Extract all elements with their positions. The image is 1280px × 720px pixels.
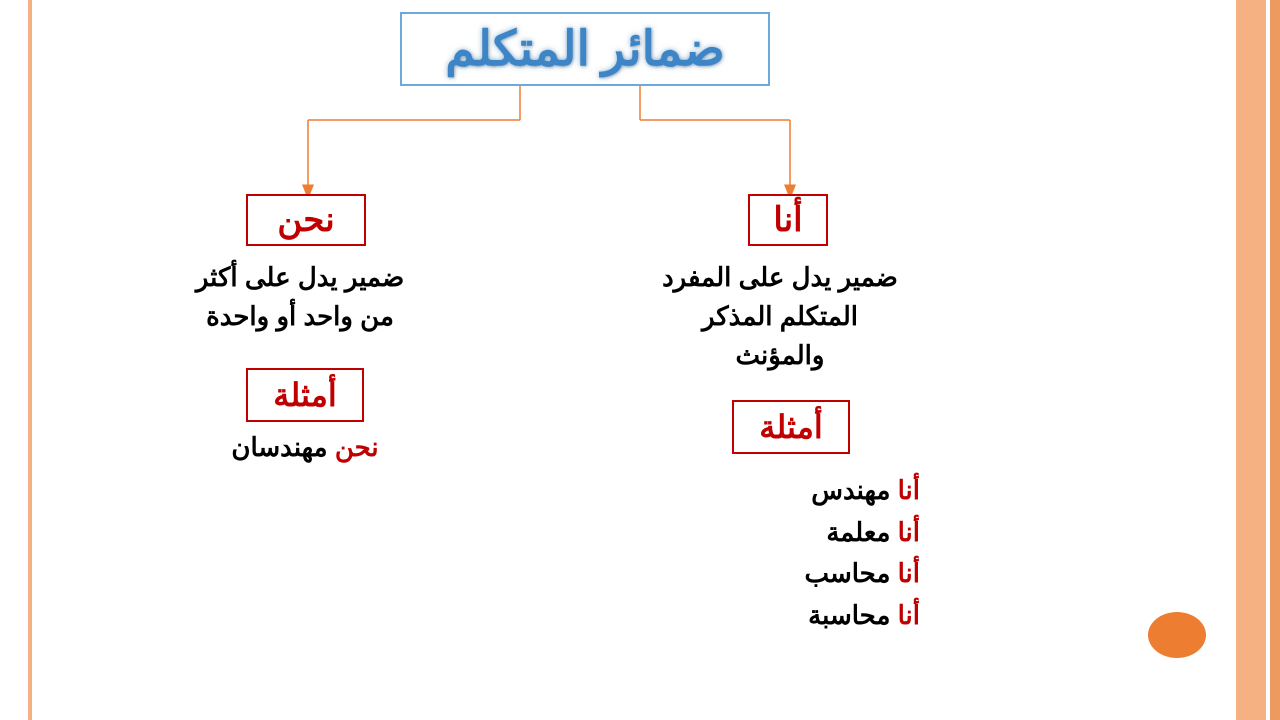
example-line: أنا محاسب: [680, 553, 920, 595]
example-line: أنا مهندس: [680, 470, 920, 512]
examples-list-ana: أنا مهندسأنا معلمةأنا محاسبأنا محاسبة: [680, 470, 920, 636]
right-stripe-thin: [1270, 0, 1280, 720]
example-nahnu-rest: مهندسان: [231, 432, 334, 462]
main-title-box: ضمائر المتكلم: [400, 12, 770, 86]
desc-line: من واحد أو واحدة: [110, 297, 490, 336]
example-pronoun: أنا: [898, 600, 920, 630]
example-rest: محاسبة: [808, 600, 897, 630]
examples-label-ana-box: أمثلة: [732, 400, 850, 454]
examples-label-nahnu-box: أمثلة: [246, 368, 364, 422]
example-rest: مهندس: [811, 475, 897, 505]
examples-label-ana: أمثلة: [759, 408, 822, 446]
example-rest: محاسب: [804, 558, 897, 588]
left-stripe: [28, 0, 32, 720]
example-pronoun: أنا: [898, 475, 920, 505]
example-pronoun: أنا: [898, 558, 920, 588]
main-title: ضمائر المتكلم: [445, 21, 725, 77]
example-line: أنا محاسبة: [680, 595, 920, 637]
decorative-dot: [1148, 612, 1206, 658]
example-nahnu: نحن مهندسان: [160, 432, 450, 463]
example-rest: معلمة: [826, 517, 897, 547]
desc-line: المتكلم المذكر: [590, 297, 970, 336]
pronoun-nahnu-label: نحن: [277, 200, 334, 240]
example-nahnu-pronoun: نحن: [335, 432, 379, 462]
desc-line: والمؤنث: [590, 336, 970, 375]
right-stripe-wide: [1236, 0, 1266, 720]
example-pronoun: أنا: [898, 517, 920, 547]
example-line: أنا معلمة: [680, 512, 920, 554]
desc-line: ضمير يدل على أكثر: [110, 258, 490, 297]
pronoun-ana-box: أنا: [748, 194, 828, 246]
description-ana: ضمير يدل على المفردالمتكلم المذكروالمؤنث: [590, 258, 970, 375]
examples-label-nahnu: أمثلة: [273, 376, 336, 414]
pronoun-nahnu-box: نحن: [246, 194, 366, 246]
description-nahnu: ضمير يدل على أكثرمن واحد أو واحدة: [110, 258, 490, 336]
pronoun-ana-label: أنا: [773, 200, 802, 240]
desc-line: ضمير يدل على المفرد: [590, 258, 970, 297]
